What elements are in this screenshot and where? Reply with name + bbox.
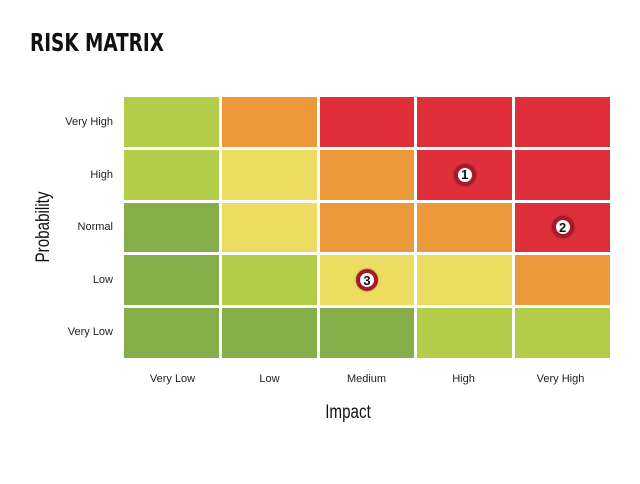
matrix-cell — [124, 255, 219, 306]
x-tick-label: High — [452, 373, 475, 385]
y-tick-label: Very High — [65, 116, 113, 128]
y-tick-label: Very Low — [67, 326, 113, 338]
matrix-cell — [221, 255, 317, 306]
x-tick-label: Very Low — [149, 373, 196, 385]
matrix-cell — [221, 202, 317, 253]
matrix-cell: 1 — [417, 149, 513, 200]
matrix-cell — [319, 202, 415, 253]
y-axis-title: Probability — [33, 191, 54, 263]
matrix-cell — [515, 308, 610, 358]
matrix-cell — [124, 308, 219, 358]
x-axis-title: Impact — [325, 402, 371, 423]
y-tick-label: Low — [92, 274, 113, 286]
matrix-cell — [221, 149, 317, 200]
x-tick-label: Low — [259, 373, 280, 385]
matrix-cell — [124, 149, 219, 200]
matrix-cell — [319, 308, 415, 358]
matrix-cell — [417, 202, 513, 253]
matrix-cell — [417, 97, 513, 147]
risk-marker: 2 — [551, 216, 574, 239]
risk-matrix-grid: 1 2 3 — [124, 97, 610, 358]
matrix-cell — [221, 308, 317, 358]
x-tick-label: Very High — [536, 373, 585, 385]
matrix-cell — [124, 202, 219, 253]
matrix-cell: 3 — [319, 255, 415, 306]
risk-marker: 1 — [453, 163, 476, 186]
matrix-cell: 2 — [515, 202, 610, 253]
x-tick-label: Medium — [346, 373, 387, 385]
matrix-cell — [515, 149, 610, 200]
matrix-cell — [319, 149, 415, 200]
matrix-cell — [515, 97, 610, 147]
matrix-cell — [515, 255, 610, 306]
y-tick-label: High — [90, 169, 113, 181]
matrix-cell — [417, 255, 513, 306]
y-tick-label: Normal — [77, 221, 113, 233]
risk-marker: 3 — [355, 269, 378, 292]
matrix-cell — [417, 308, 513, 358]
matrix-cell — [124, 97, 219, 147]
matrix-cell — [221, 97, 317, 147]
page-title: RISK MATRIX — [30, 28, 164, 57]
matrix-cell — [319, 97, 415, 147]
